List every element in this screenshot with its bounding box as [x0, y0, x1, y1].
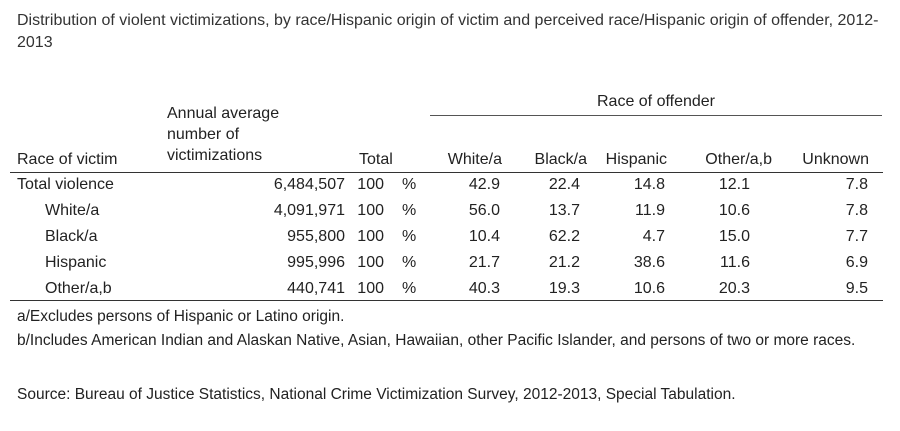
cell-black: 62.2: [548, 228, 580, 245]
race-of-offender-rule: [430, 115, 882, 116]
cell-black: 13.7: [548, 202, 580, 219]
header-offender-white: White/a: [447, 151, 502, 168]
row-pct: %: [402, 176, 417, 193]
row-pct: %: [402, 254, 417, 271]
row-count: 995,996: [287, 254, 345, 271]
row-pct: %: [402, 228, 417, 245]
cell-white: 21.7: [468, 254, 500, 271]
row-label: Black/a: [45, 228, 98, 245]
row-count: 4,091,971: [273, 202, 345, 219]
table-row: Hispanic 995,996 100 % 21.7 21.2 38.6 11…: [0, 250, 900, 276]
header-race-of-offender: Race of offender: [596, 93, 715, 110]
row-count: 955,800: [287, 228, 345, 245]
cell-other: 20.3: [718, 280, 750, 297]
cell-black: 21.2: [548, 254, 580, 271]
cell-unknown: 7.8: [845, 202, 868, 219]
row-label: White/a: [45, 202, 100, 219]
cell-unknown: 6.9: [845, 254, 868, 271]
cell-other: 10.6: [718, 202, 750, 219]
header-total: Total: [359, 151, 393, 168]
header-offender-unknown: Unknown: [802, 151, 869, 168]
header-race-of-victim: Race of victim: [17, 151, 118, 168]
cell-unknown: 7.8: [845, 176, 868, 193]
table-row: White/a 4,091,971 100 % 56.0 13.7 11.9 1…: [0, 198, 900, 224]
footnote-b: b/Includes American Indian and Alaskan N…: [17, 332, 856, 349]
cell-hispanic: 38.6: [633, 254, 665, 271]
cell-other: 12.1: [718, 176, 750, 193]
row-pct: %: [402, 202, 417, 219]
row-total: 100: [357, 202, 384, 219]
row-pct: %: [402, 280, 417, 297]
cell-other: 15.0: [718, 228, 750, 245]
cell-unknown: 7.7: [845, 228, 868, 245]
cell-hispanic: 10.6: [633, 280, 665, 297]
row-total: 100: [357, 280, 384, 297]
cell-hispanic: 14.8: [633, 176, 665, 193]
header-offender-other: Other/a,b: [705, 151, 772, 168]
table-row: Other/a,b 440,741 100 % 40.3 19.3 10.6 2…: [0, 276, 900, 302]
row-label: Other/a,b: [45, 280, 112, 297]
table-title: Distribution of violent victimizations, …: [17, 12, 879, 51]
header-rule: [10, 172, 883, 173]
header-offender-black: Black/a: [534, 151, 587, 168]
row-count: 440,741: [287, 280, 345, 297]
cell-white: 56.0: [468, 202, 500, 219]
cell-white: 40.3: [468, 280, 500, 297]
row-total: 100: [357, 254, 384, 271]
row-label: Hispanic: [45, 254, 107, 271]
cell-unknown: 9.5: [845, 280, 868, 297]
cell-black: 22.4: [548, 176, 580, 193]
row-count: 6,484,507: [273, 176, 345, 193]
row-label: Total violence: [17, 176, 114, 193]
header-annual-average: Annual average number of victimizations: [167, 105, 280, 164]
header-offender-hispanic: Hispanic: [605, 151, 667, 168]
cell-hispanic: 4.7: [642, 228, 665, 245]
cell-hispanic: 11.9: [635, 202, 665, 219]
table-row: Total violence 6,484,507 100 % 42.9 22.4…: [0, 172, 900, 198]
cell-black: 19.3: [548, 280, 580, 297]
table-row: Black/a 955,800 100 % 10.4 62.2 4.7 15.0…: [0, 224, 900, 250]
row-total: 100: [357, 228, 384, 245]
cell-white: 42.9: [468, 176, 500, 193]
cell-other: 11.6: [720, 254, 750, 271]
row-total: 100: [357, 176, 384, 193]
source-note: Source: Bureau of Justice Statistics, Na…: [17, 386, 736, 403]
footnote-a: a/Excludes persons of Hispanic or Latino…: [17, 308, 345, 325]
table-bottom-rule: [10, 300, 883, 301]
cell-white: 10.4: [468, 228, 500, 245]
